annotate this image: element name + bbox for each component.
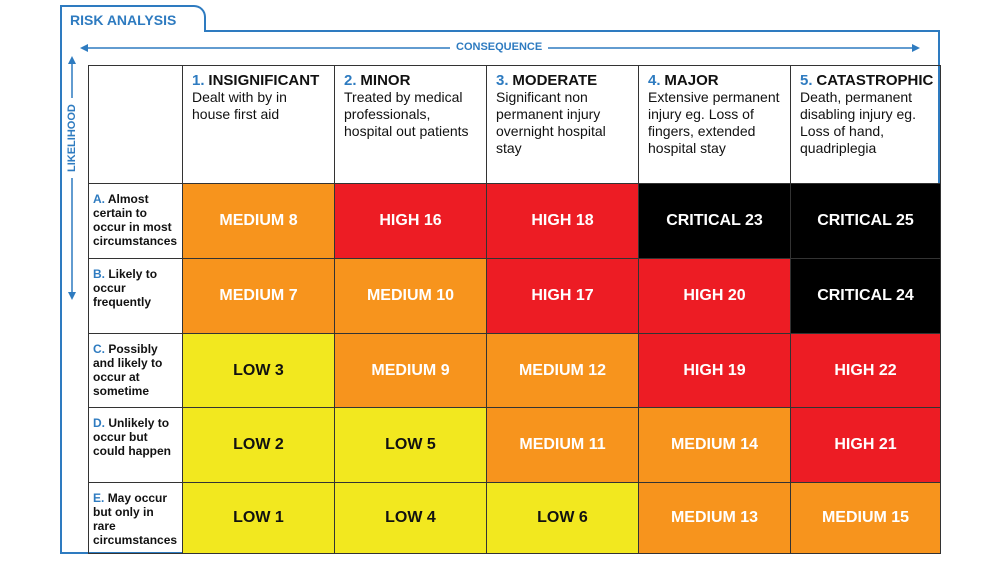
column-description: Death, permanent disabling injury eg. Lo… xyxy=(800,89,916,156)
risk-cell: HIGH 20 xyxy=(638,258,791,334)
column-name: CATASTROPHIC xyxy=(816,72,934,89)
column-description: Significant non permanent injury overnig… xyxy=(496,89,606,156)
column-name: MINOR xyxy=(360,72,411,89)
column-number: 2. xyxy=(344,72,357,89)
risk-cell: HIGH 19 xyxy=(638,333,791,408)
row-description: May occur but only in rare circumstances xyxy=(93,491,178,547)
column-header: 4. MAJOR Extensive permanent injury eg. L… xyxy=(638,65,791,184)
column-header: 1. INSIGNIFICANT Dealt with by in house f… xyxy=(182,65,335,184)
risk-cell: HIGH 18 xyxy=(486,183,639,259)
column-number: 1. xyxy=(192,72,205,89)
risk-cell: MEDIUM 11 xyxy=(486,407,639,483)
risk-cell: LOW 4 xyxy=(334,482,487,554)
row-description: Unlikely to occur but could happen xyxy=(93,416,171,458)
column-name: INSIGNIFICANT xyxy=(208,72,320,89)
risk-cell: HIGH 17 xyxy=(486,258,639,334)
column-header: 3. MODERATE Significant non permanent inj… xyxy=(486,65,639,184)
risk-cell: CRITICAL 23 xyxy=(638,183,791,259)
row-header: D. Unlikely to occur but could happen xyxy=(88,407,183,483)
row-letter: C. xyxy=(93,342,105,356)
column-header: 2. MINOR Treated by medical professionals… xyxy=(334,65,487,184)
y-axis-label: LIKELIHOOD xyxy=(66,98,78,178)
row-letter: D. xyxy=(93,416,105,430)
risk-cell: HIGH 16 xyxy=(334,183,487,259)
row-letter: A. xyxy=(93,192,105,206)
risk-cell: CRITICAL 24 xyxy=(790,258,941,334)
risk-cell: MEDIUM 9 xyxy=(334,333,487,408)
risk-cell: MEDIUM 8 xyxy=(182,183,335,259)
row-header: E. May occur but only in rare circumstan… xyxy=(88,482,183,554)
x-axis-label: CONSEQUENCE xyxy=(450,41,549,53)
column-number: 5. xyxy=(800,72,813,89)
row-description: Likely to occur frequently xyxy=(93,267,158,309)
column-description: Extensive permanent injury eg. Loss of f… xyxy=(648,89,780,156)
risk-cell: MEDIUM 15 xyxy=(790,482,941,554)
risk-cell: MEDIUM 13 xyxy=(638,482,791,554)
risk-cell: LOW 6 xyxy=(486,482,639,554)
risk-cell: LOW 1 xyxy=(182,482,335,554)
column-description: Treated by medical professionals, hospit… xyxy=(344,89,469,139)
row-letter: E. xyxy=(93,491,105,505)
column-number: 4. xyxy=(648,72,661,89)
row-letter: B. xyxy=(93,267,105,281)
risk-cell: CRITICAL 25 xyxy=(790,183,941,259)
risk-cell: HIGH 22 xyxy=(790,333,941,408)
column-name: MODERATE xyxy=(512,72,598,89)
column-description: Dealt with by in house first aid xyxy=(192,89,287,122)
row-header: C. Possibly and likely to occur at somet… xyxy=(88,333,183,408)
risk-cell: HIGH 21 xyxy=(790,407,941,483)
risk-cell: MEDIUM 14 xyxy=(638,407,791,483)
risk-cell: MEDIUM 10 xyxy=(334,258,487,334)
risk-cell: LOW 2 xyxy=(182,407,335,483)
column-name: MAJOR xyxy=(664,72,719,89)
corner-cell xyxy=(88,65,183,184)
row-description: Almost certain to occur in most circumst… xyxy=(93,192,178,248)
risk-cell: MEDIUM 7 xyxy=(182,258,335,334)
risk-cell: LOW 3 xyxy=(182,333,335,408)
row-header: A. Almost certain to occur in most circu… xyxy=(88,183,183,259)
risk-cell: MEDIUM 12 xyxy=(486,333,639,408)
column-number: 3. xyxy=(496,72,509,89)
column-header: 5. CATASTROPHIC Death, permanent disablin… xyxy=(790,65,941,184)
row-header: B. Likely to occur frequently xyxy=(88,258,183,334)
row-description: Possibly and likely to occur at sometime xyxy=(93,342,163,398)
risk-cell: LOW 5 xyxy=(334,407,487,483)
title-tab: RISK ANALYSIS xyxy=(60,5,206,32)
